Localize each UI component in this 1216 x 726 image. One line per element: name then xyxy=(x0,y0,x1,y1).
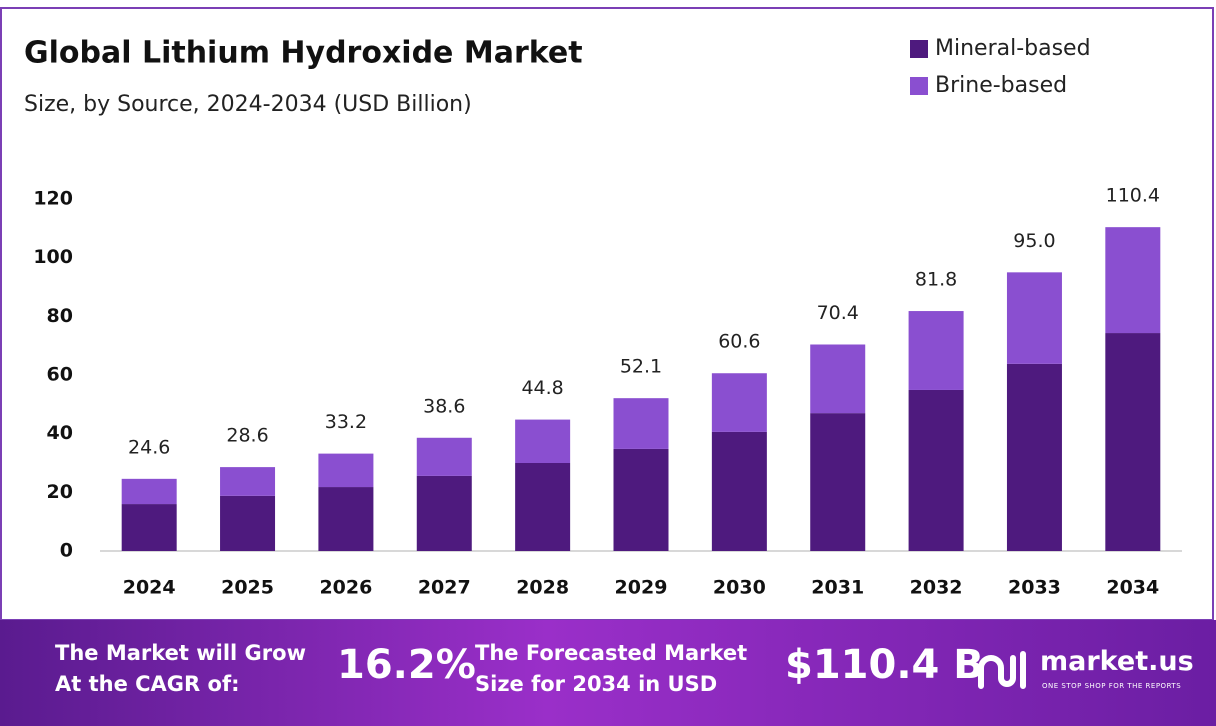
bar-segment xyxy=(810,413,866,551)
total-label: 81.8 xyxy=(915,269,957,291)
bar-segment xyxy=(416,437,472,476)
bar-segment xyxy=(416,475,472,551)
total-label: 44.8 xyxy=(521,377,563,399)
bar-segment xyxy=(810,344,866,414)
total-label: 33.2 xyxy=(325,411,367,433)
total-label: 38.6 xyxy=(423,395,465,417)
x-tick-label: 2028 xyxy=(516,577,569,599)
total-label: 70.4 xyxy=(817,302,859,324)
bar-segment xyxy=(121,504,177,551)
bar-segment xyxy=(318,487,374,551)
total-label: 60.6 xyxy=(718,331,760,353)
bar-segment xyxy=(613,398,669,449)
total-label: 24.6 xyxy=(128,436,170,458)
total-label: 95.0 xyxy=(1013,230,1055,252)
bar-segment xyxy=(220,495,276,551)
y-tick-label: 20 xyxy=(47,481,73,503)
bar-segment xyxy=(711,373,767,432)
x-tick-label: 2031 xyxy=(811,577,864,599)
x-tick-label: 2024 xyxy=(123,577,176,599)
forecast-label: Size for 2034 in USD xyxy=(475,672,718,696)
bar-segment xyxy=(220,467,276,496)
y-tick-label: 0 xyxy=(60,540,73,562)
brand: market.us xyxy=(1040,646,1194,677)
x-tick-label: 2029 xyxy=(615,577,668,599)
frame xyxy=(0,7,1214,620)
y-tick-label: 100 xyxy=(33,246,73,268)
y-tick-label: 120 xyxy=(33,188,73,210)
legend-swatch xyxy=(910,40,928,58)
bar-segment xyxy=(711,431,767,551)
chart: Global Lithium Hydroxide Market Size, by… xyxy=(0,7,1214,620)
footer: The Market will Grow At the CAGR of: 16.… xyxy=(0,620,1216,726)
cagr-label: The Market will Grow xyxy=(55,641,306,665)
y-tick-label: 80 xyxy=(47,305,73,327)
legend-label: Brine-based xyxy=(935,73,1067,98)
chart-title: Global Lithium Hydroxide Market xyxy=(24,36,583,71)
x-tick-label: 2026 xyxy=(319,577,372,599)
x-tick-label: 2027 xyxy=(418,577,471,599)
tagline: ONE STOP SHOP FOR THE REPORTS xyxy=(1042,682,1182,690)
bar-segment xyxy=(908,389,964,551)
bar-segment xyxy=(1006,272,1062,364)
forecast-label: The Forecasted Market xyxy=(475,641,748,665)
bar-segment xyxy=(613,448,669,551)
total-label: 52.1 xyxy=(620,356,662,378)
x-tick-label: 2033 xyxy=(1008,577,1061,599)
legend-label: Mineral-based xyxy=(935,36,1091,61)
total-label: 110.4 xyxy=(1106,185,1160,207)
x-tick-label: 2034 xyxy=(1106,577,1159,599)
cagr-value: 16.2% xyxy=(337,642,476,688)
bar-segment xyxy=(1105,333,1161,551)
x-tick-label: 2030 xyxy=(713,577,766,599)
y-tick-label: 40 xyxy=(47,422,73,444)
bar-segment xyxy=(515,419,571,463)
forecast-value: $110.4 B xyxy=(785,642,984,688)
x-tick-label: 2032 xyxy=(910,577,963,599)
legend-swatch xyxy=(910,77,928,95)
bar-segment xyxy=(1105,227,1161,334)
chart-subtitle: Size, by Source, 2024-2034 (USD Billion) xyxy=(24,92,472,117)
x-tick-label: 2025 xyxy=(221,577,274,599)
bar-segment xyxy=(318,453,374,488)
bar-segment xyxy=(515,463,571,551)
bar-segment xyxy=(121,478,177,505)
cagr-label: At the CAGR of: xyxy=(55,672,240,696)
bar-segment xyxy=(908,311,964,390)
bar-segment xyxy=(1006,363,1062,551)
y-tick-label: 60 xyxy=(47,364,73,386)
logo-icon xyxy=(978,651,1026,689)
total-label: 28.6 xyxy=(226,425,268,447)
